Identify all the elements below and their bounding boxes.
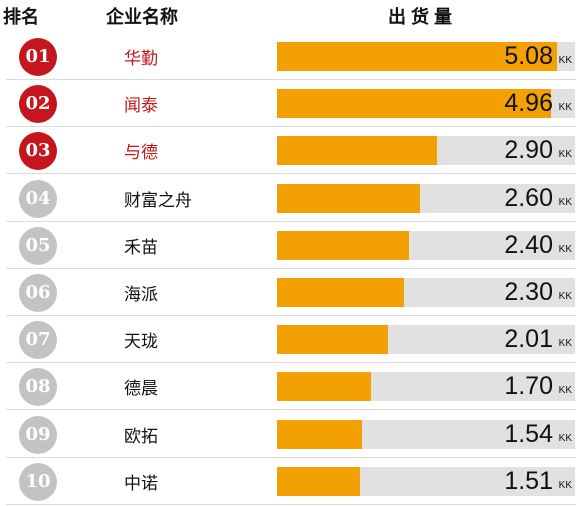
- company-name: 禾苗: [124, 238, 158, 258]
- rank-badge: 02: [19, 85, 57, 123]
- company-name: 华勤: [124, 49, 158, 69]
- bar: [277, 136, 437, 165]
- row-divider: [6, 173, 576, 174]
- rank-badge: 05: [19, 227, 57, 265]
- bar: [277, 325, 388, 354]
- bar: [277, 372, 371, 401]
- unit-label: KK: [558, 244, 572, 255]
- rank-badge: 10: [19, 463, 57, 501]
- row-divider: [6, 79, 576, 80]
- unit-label: KK: [558, 149, 572, 160]
- company-name: 天珑: [124, 332, 158, 352]
- bar: [277, 278, 404, 307]
- table-row: 05 禾苗 2.40 KK: [0, 222, 582, 269]
- bar-track: [277, 231, 575, 260]
- table-row: 07 天珑 2.01 KK: [0, 316, 582, 363]
- company-name: 闻泰: [124, 96, 158, 116]
- bar-track: [277, 420, 575, 449]
- data-label: 2.60: [504, 184, 553, 212]
- row-divider: [6, 457, 576, 458]
- row-divider: [6, 221, 576, 222]
- row-divider: [6, 315, 576, 316]
- table-row: 01 华勤 5.08 KK: [0, 33, 582, 80]
- bar: [277, 184, 420, 213]
- data-label: 4.96: [504, 89, 553, 117]
- unit-label: KK: [558, 433, 572, 444]
- bar-track: [277, 184, 575, 213]
- company-name: 海派: [124, 285, 158, 305]
- data-label: 2.90: [504, 136, 553, 164]
- data-label: 1.54: [504, 420, 553, 448]
- data-label: 2.30: [504, 278, 553, 306]
- unit-label: KK: [558, 102, 572, 113]
- bar-track: [277, 372, 575, 401]
- row-divider: [6, 268, 576, 269]
- bar: [277, 467, 360, 496]
- bar-track: [277, 42, 575, 71]
- bar-track: [277, 89, 575, 118]
- rank-badge: 06: [19, 274, 57, 312]
- table-row: 09 欧拓 1.54 KK: [0, 411, 582, 458]
- data-label: 2.40: [504, 231, 553, 259]
- bar: [277, 89, 551, 118]
- company-name: 与德: [124, 143, 158, 163]
- rank-badge: 01: [19, 38, 57, 76]
- unit-label: KK: [558, 55, 572, 66]
- row-divider: [6, 126, 576, 127]
- unit-label: KK: [558, 197, 572, 208]
- row-divider: [6, 504, 576, 505]
- table-header: 排名 企业名称 出货量: [0, 0, 582, 32]
- bar-track: [277, 278, 575, 307]
- table-row: 10 中诺 1.51 KK: [0, 458, 582, 505]
- data-label: 1.70: [504, 372, 553, 400]
- rank-badge: 03: [19, 132, 57, 170]
- row-divider: [6, 409, 576, 410]
- table-row: 02 闻泰 4.96 KK: [0, 80, 582, 127]
- company-header: 企业名称: [106, 7, 178, 28]
- row-divider: [6, 362, 576, 363]
- unit-label: KK: [558, 480, 572, 491]
- bar-track: [277, 325, 575, 354]
- unit-label: KK: [558, 338, 572, 349]
- rank-badge: 09: [19, 416, 57, 454]
- company-name: 财富之舟: [124, 191, 192, 211]
- table-row: 08 德晨 1.70 KK: [0, 363, 582, 410]
- table-row: 04 财富之舟 2.60 KK: [0, 175, 582, 222]
- shipment-header: 出货量: [388, 7, 457, 28]
- unit-label: KK: [558, 291, 572, 302]
- table-row: 03 与德 2.90 KK: [0, 127, 582, 174]
- data-label: 2.01: [504, 325, 553, 353]
- rank-header: 排名: [3, 7, 39, 28]
- bar-track: [277, 467, 575, 496]
- data-label: 1.51: [504, 467, 553, 495]
- company-name: 中诺: [124, 474, 158, 494]
- unit-label: KK: [558, 385, 572, 396]
- rank-badge: 07: [19, 321, 57, 359]
- company-name: 欧拓: [124, 427, 158, 447]
- bar: [277, 231, 409, 260]
- rank-badge: 08: [19, 368, 57, 406]
- bar: [277, 42, 557, 71]
- bar-track: [277, 136, 575, 165]
- data-label: 5.08: [504, 42, 553, 70]
- table-row: 06 海派 2.30 KK: [0, 269, 582, 316]
- company-name: 德晨: [124, 379, 158, 399]
- rank-badge: 04: [19, 180, 57, 218]
- bar: [277, 420, 362, 449]
